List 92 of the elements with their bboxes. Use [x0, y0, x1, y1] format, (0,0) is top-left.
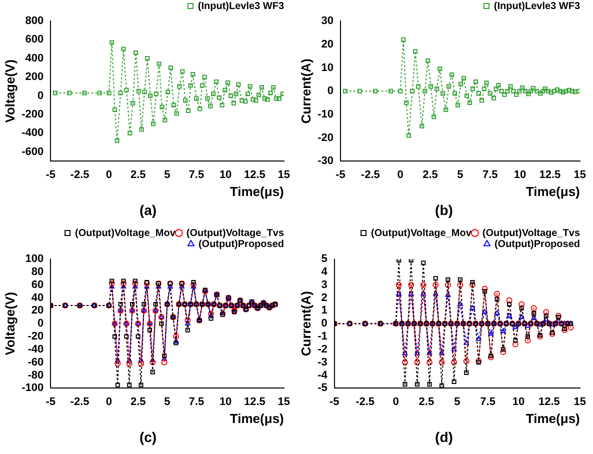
y-tick-label: 20	[321, 38, 334, 50]
y-tick-label: 200	[25, 71, 44, 84]
legend-label: (Input)Levle3 WF3	[494, 0, 580, 12]
y-tick-label: 80	[31, 266, 44, 278]
x-tick-label: 10	[219, 168, 232, 181]
y-tick-label: -3	[318, 356, 328, 368]
y-tick-label: 3	[321, 278, 328, 291]
y-tick-label: -40	[28, 343, 44, 356]
x-axis-title: Time(μs)	[526, 184, 580, 199]
x-tick-label: 7.5	[480, 396, 496, 408]
y-tick-label: 10	[321, 62, 334, 74]
x-axis-title: Time(μs)	[230, 410, 284, 426]
x-tick-label: -2.5	[360, 168, 380, 181]
legend-label: (Output)Voltage_Tvs	[186, 228, 284, 239]
x-axis-title: Time(μs)	[526, 410, 580, 426]
y-tick-label: -20	[318, 132, 334, 144]
x-tick-label: 7.5	[188, 168, 204, 181]
y-tick-label: -600	[22, 146, 44, 158]
x-tick-label: 12.5	[244, 396, 266, 408]
x-tick-label: 15	[574, 168, 586, 181]
x-tick-label: 12.5	[538, 396, 560, 408]
y-tick-label: 20	[31, 304, 44, 317]
y-tick-label: 60	[31, 278, 44, 291]
text: (c)	[139, 428, 157, 447]
y-tick-label: 30	[321, 15, 334, 28]
x-tick-label: 5	[454, 396, 460, 408]
x-tick-label: 2.5	[130, 396, 146, 408]
y-tick-label: -20	[28, 330, 44, 343]
y-tick-label: 0	[327, 85, 334, 98]
x-tick-label: 15	[278, 168, 290, 181]
x-tick-label: -5	[46, 396, 56, 408]
x-tick-label: 2.5	[130, 168, 146, 181]
y-tick-label: -10	[318, 108, 334, 120]
y-tick-label: -80	[28, 369, 44, 382]
x-tick-label: 0	[106, 168, 112, 181]
y-axis-title: Voltage(V)	[2, 59, 18, 123]
x-tick-label: 2.5	[422, 168, 438, 181]
x-tick-label: -2.5	[70, 396, 90, 408]
y-tick-label: -30	[318, 155, 334, 168]
x-tick-label: -5	[336, 168, 346, 181]
x-tick-label: 12.5	[539, 168, 561, 181]
y-tick-label: -100	[22, 382, 44, 394]
y-tick-label: 5	[321, 253, 328, 266]
x-tick-label: 10	[512, 396, 525, 408]
y-axis-title: Current(A)	[298, 291, 314, 356]
x-tick-label: 5	[457, 168, 464, 181]
legend-label: (Output)Proposed	[198, 238, 284, 250]
x-tick-label: 12.5	[244, 168, 266, 181]
y-axis-title: Voltage(V)	[2, 292, 18, 356]
y-tick-label: -1	[318, 330, 328, 343]
x-tick-label: 15	[574, 396, 586, 408]
y-tick-label: -60	[28, 356, 44, 368]
y-tick-label: -5	[318, 382, 328, 394]
y-tick-label: 4	[321, 266, 328, 278]
x-tick-label: 2.5	[418, 396, 434, 408]
text: (d)	[435, 428, 453, 447]
legend-label: (Input)Levle3 WF3	[198, 0, 284, 12]
y-tick-label: 1	[321, 304, 328, 317]
y-tick-label: 2	[321, 292, 328, 304]
x-tick-label: 5	[164, 396, 170, 408]
x-tick-label: 15	[278, 396, 290, 408]
x-tick-label: -5	[46, 168, 56, 181]
x-tick-label: 5	[164, 168, 170, 181]
x-tick-label: 7.5	[482, 168, 498, 181]
y-tick-label: 0	[321, 318, 328, 330]
y-tick-label: 100	[25, 253, 44, 266]
legend-label: (Output)Voltage_Tvs	[482, 228, 580, 239]
x-tick-label: 0	[106, 396, 112, 408]
legend-label: (Output)Proposed	[494, 238, 580, 250]
y-tick-label: -200	[22, 108, 44, 120]
y-tick-label: 800	[25, 15, 44, 28]
y-axis-title: Current(A)	[298, 58, 314, 124]
y-tick-label: 40	[31, 292, 44, 304]
legend-label: (Output)Voltage_Mov	[371, 228, 472, 239]
y-tick-label: 400	[25, 52, 44, 64]
text: (b)	[435, 201, 453, 220]
y-tick-label: 0	[37, 318, 44, 330]
x-axis-title: Time(μs)	[230, 184, 284, 199]
x-tick-label: 0	[397, 168, 404, 181]
y-tick-label: 600	[25, 34, 44, 46]
y-tick-label: -4	[318, 369, 328, 382]
x-tick-label: 0	[392, 396, 399, 408]
legend-label: (Output)Voltage_Mov	[75, 228, 176, 239]
x-tick-label: 10	[514, 168, 526, 181]
x-tick-label: 7.5	[188, 396, 204, 408]
x-tick-label: 10	[219, 396, 232, 408]
y-tick-label: 0	[37, 90, 44, 102]
x-tick-label: -2.5	[356, 396, 375, 408]
y-tick-label: -2	[318, 343, 328, 356]
x-tick-label: -2.5	[70, 168, 90, 181]
text: (a)	[139, 201, 157, 220]
y-tick-label: -400	[22, 127, 44, 140]
